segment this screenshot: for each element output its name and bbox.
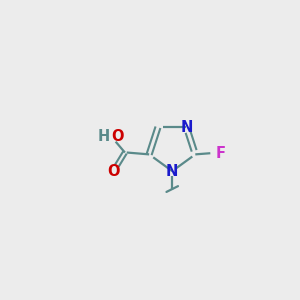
Text: O: O <box>111 129 124 144</box>
Text: N: N <box>180 120 193 135</box>
Text: N: N <box>166 164 178 178</box>
Text: H: H <box>97 129 110 144</box>
Text: O: O <box>107 164 120 179</box>
Text: F: F <box>215 146 225 161</box>
